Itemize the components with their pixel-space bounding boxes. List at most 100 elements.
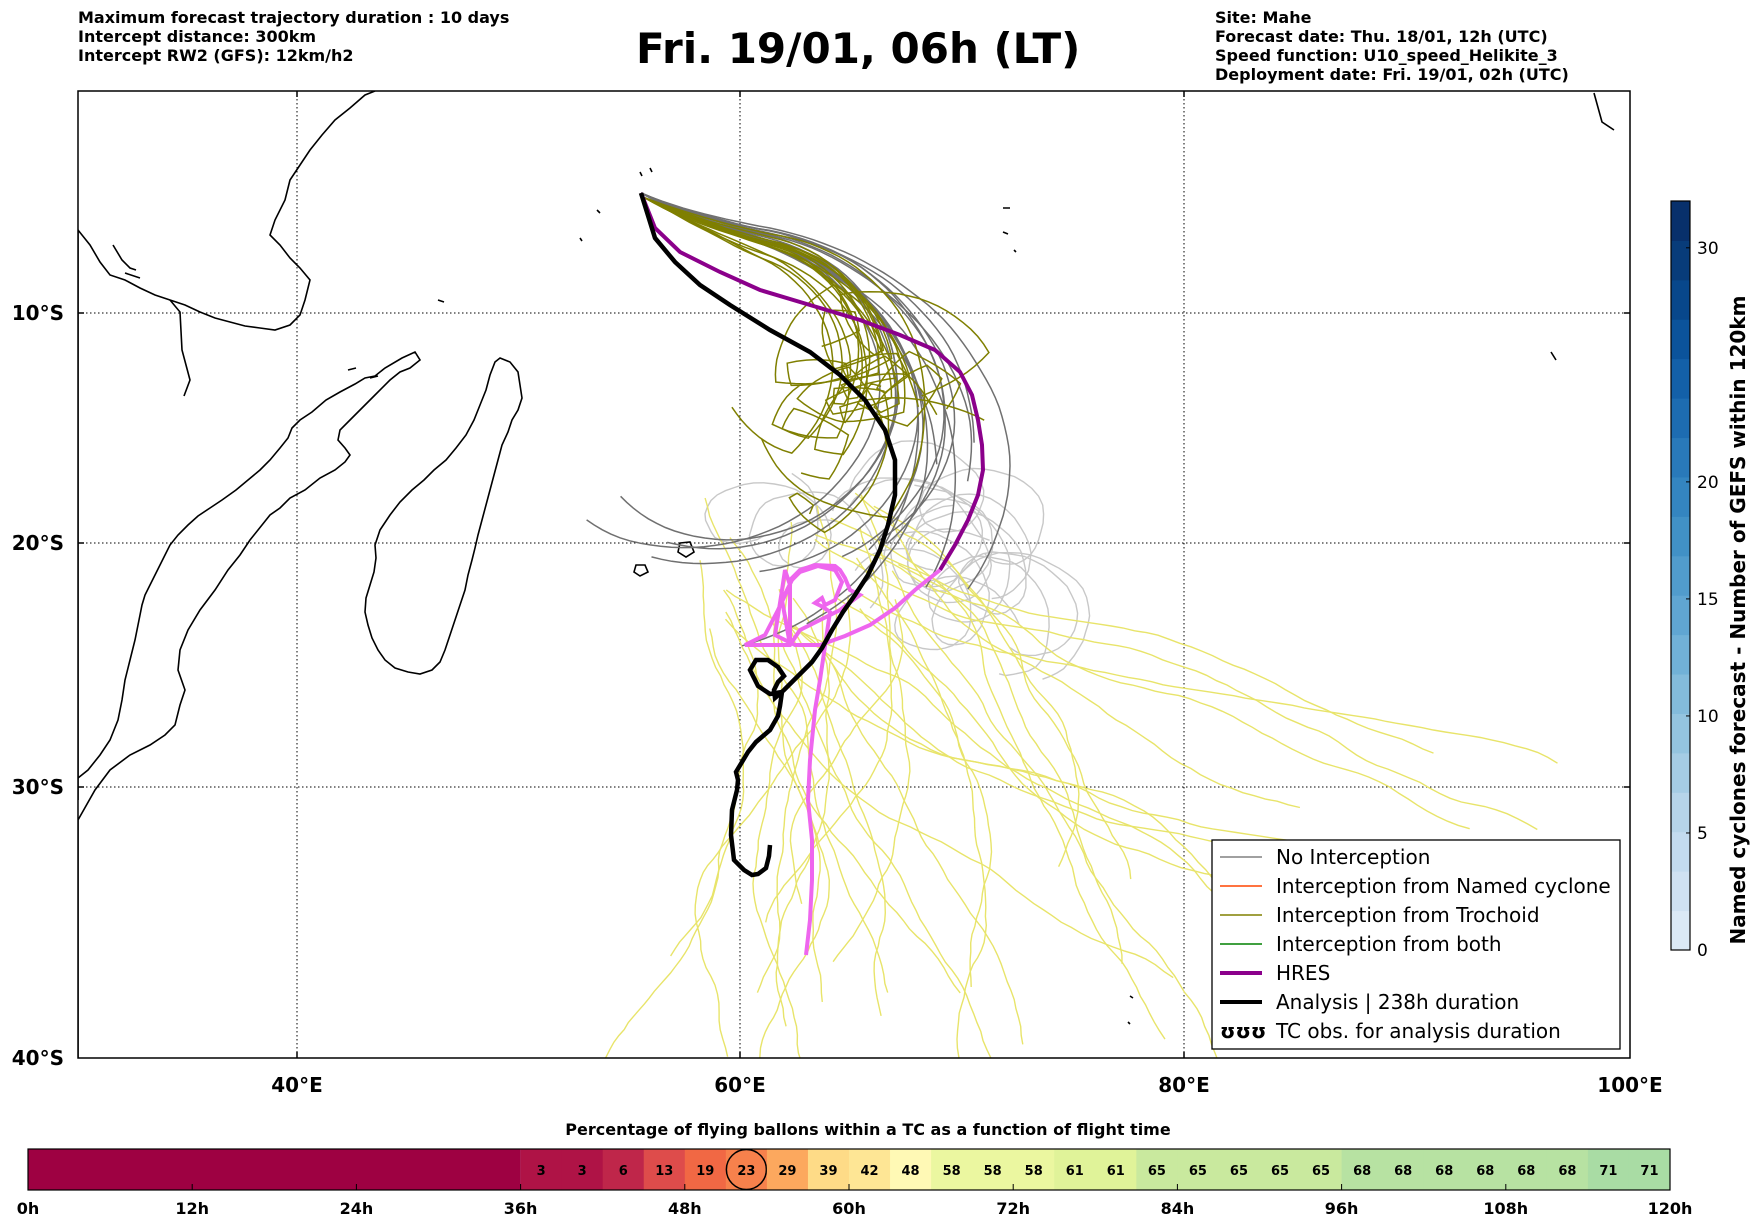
colorbar xyxy=(1671,201,1690,951)
trajectory-yellow xyxy=(814,538,1538,831)
trajectory-yellow xyxy=(783,620,887,1017)
colorbar-segment xyxy=(1671,634,1690,675)
trajectory-late xyxy=(854,547,1020,651)
trajectory-no-interception xyxy=(620,192,899,541)
flight-time-label: 12h xyxy=(175,1199,209,1218)
colorbar-label: Named cyclones forecast - Number of GEFS… xyxy=(1726,296,1750,945)
analysis-trajectory xyxy=(638,192,898,878)
trajectory-yellow xyxy=(670,560,745,957)
tc-obs-symbol: ʊʊʊ xyxy=(1220,1019,1266,1043)
flight-bar-cell xyxy=(1259,1149,1302,1190)
flight-bar-percentage: 13 xyxy=(655,1164,673,1179)
flight-bar-percentage: 65 xyxy=(1148,1164,1166,1179)
trajectory-trochoid-interception xyxy=(644,197,852,439)
trajectory-yellow xyxy=(832,494,911,963)
colorbar-segment xyxy=(1671,319,1690,360)
lon-tick-label: 40°E xyxy=(271,1073,323,1097)
flight-bar-cell xyxy=(807,1149,850,1190)
colorbar-segment xyxy=(1671,201,1690,241)
trajectory-trochoid-interception xyxy=(644,197,850,480)
lat-tick-label: 20°S xyxy=(12,531,64,555)
lon-tick-label: 100°E xyxy=(1597,1073,1662,1097)
trajectory-yellow xyxy=(709,628,831,1058)
flight-bar-percentage: 61 xyxy=(1066,1164,1084,1179)
flight-bar-cell xyxy=(890,1149,932,1190)
trajectory-yellow xyxy=(756,505,838,993)
flight-bar-cell xyxy=(1341,1149,1384,1190)
header-right-line: Deployment date: Fri. 19/01, 02h (UTC) xyxy=(1215,65,1569,84)
flight-bar-percentage: 68 xyxy=(1517,1164,1535,1179)
colorbar-segment xyxy=(1671,871,1690,912)
flight-bar-percentage: 58 xyxy=(984,1164,1002,1179)
eastern-islets xyxy=(1002,92,1615,361)
flight-bar-cell xyxy=(1177,1149,1219,1190)
trajectory-trochoid-interception xyxy=(644,197,893,385)
colorbar-tick-label: 15 xyxy=(1697,590,1719,610)
southern-islets xyxy=(1127,995,1134,1025)
lat-tick-label: 10°S xyxy=(12,301,64,325)
trajectory-yellow xyxy=(861,594,1558,764)
flight-time-label: 60h xyxy=(832,1199,866,1218)
reunion-coast xyxy=(633,564,650,577)
flight-bar-percentage: 65 xyxy=(1189,1164,1207,1179)
flight-bar-cell xyxy=(766,1149,809,1190)
flight-bar-percentage: 6 xyxy=(619,1164,628,1179)
trajectory-yellow xyxy=(873,505,1132,880)
colorbar-frame xyxy=(1670,200,1691,951)
lat-tick-label: 30°S xyxy=(12,775,64,799)
mauritius-coast xyxy=(677,541,695,558)
trajectory-trochoid-interception xyxy=(644,197,887,444)
map-tick-marks xyxy=(78,91,1630,1058)
flight-time-bar: 3 3 6 13 19 23 29 39 42 48 58 58 58 61 61 65 65 65 65 65 68 6… xyxy=(28,1148,1671,1191)
flight-bar-percentage: 58 xyxy=(1025,1164,1043,1179)
trajectory-yellow xyxy=(830,517,1166,1040)
colorbar-segment xyxy=(1671,398,1690,439)
map-frame xyxy=(77,90,1631,1059)
flight-bar-percentage: 61 xyxy=(1107,1164,1125,1179)
flight-time-label: 84h xyxy=(1161,1199,1195,1218)
colorbar-segment xyxy=(1671,713,1690,754)
colorbar-tick-label: 5 xyxy=(1697,824,1708,844)
header-left-line: Maximum forecast trajectory duration : 1… xyxy=(78,8,510,27)
trajectory-late xyxy=(901,498,1050,677)
legend-label: Interception from both xyxy=(1276,932,1502,956)
trajectory-late xyxy=(748,472,884,609)
trajectory-no-interception xyxy=(640,192,929,625)
flight-bar-cell xyxy=(1464,1149,1507,1190)
colorbar-segment xyxy=(1671,752,1690,793)
trajectory-late xyxy=(848,440,1045,565)
comoros-coast xyxy=(347,367,379,379)
lon-tick-label: 60°E xyxy=(714,1073,766,1097)
flight-bar-percentage: 68 xyxy=(1558,1164,1576,1179)
flight-bar-cell xyxy=(1587,1149,1630,1190)
colorbar-segment xyxy=(1671,910,1690,951)
flight-bar-percentage: 48 xyxy=(902,1164,920,1179)
trajectory-no-interception xyxy=(640,192,1011,590)
flight-bar-cell xyxy=(1423,1149,1466,1190)
colorbar-segment xyxy=(1671,674,1690,714)
trajectory-yellow xyxy=(792,597,1236,912)
trajectory-yellow xyxy=(694,595,852,1057)
page-title: Fri. 19/01, 06h (LT) xyxy=(636,24,1081,73)
colorbar-tick-label: 10 xyxy=(1697,707,1719,727)
header-left-line: Intercept RW2 (GFS): 12km/h2 xyxy=(78,46,354,65)
colorbar-segment xyxy=(1671,437,1690,478)
flight-bar-percentage: 23 xyxy=(737,1164,755,1179)
flight-bar-cell xyxy=(602,1149,645,1190)
flight-bar-percentage: 58 xyxy=(943,1164,961,1179)
flight-bar-percentage: 3 xyxy=(537,1164,546,1179)
trajectory-yellow xyxy=(765,527,893,923)
flight-bar-percentage: 3 xyxy=(578,1164,587,1179)
coastlines xyxy=(78,91,1615,1058)
flight-bar-percentage: 42 xyxy=(860,1164,878,1179)
flight-bar-cell xyxy=(1054,1149,1096,1190)
trajectory-trochoid-interception xyxy=(644,197,908,400)
colorbar-tick-label: 20 xyxy=(1697,473,1719,493)
trajectory-yellow xyxy=(772,521,961,994)
flight-time-label: 108h xyxy=(1483,1199,1528,1218)
flight-bar-percentage: 71 xyxy=(1599,1164,1617,1179)
colorbar-segment xyxy=(1671,555,1690,596)
flight-bar-zero-region xyxy=(28,1149,521,1190)
colorbar-segment xyxy=(1671,595,1690,636)
